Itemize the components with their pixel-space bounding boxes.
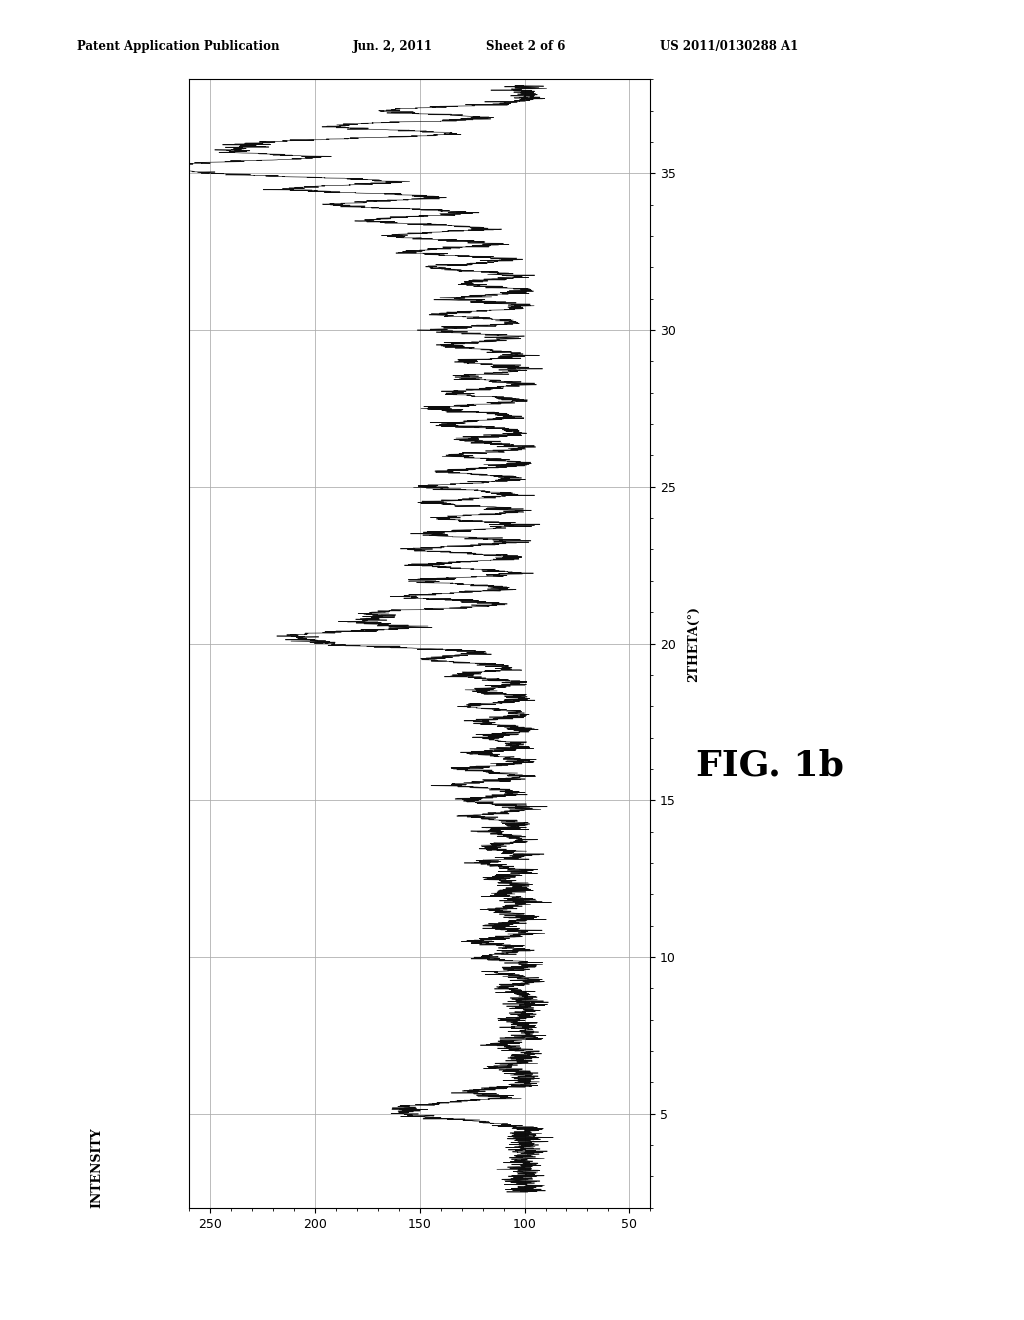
- Text: US 2011/0130288 A1: US 2011/0130288 A1: [660, 40, 799, 53]
- Text: Sheet 2 of 6: Sheet 2 of 6: [486, 40, 566, 53]
- Text: Patent Application Publication: Patent Application Publication: [77, 40, 280, 53]
- Text: Jun. 2, 2011: Jun. 2, 2011: [353, 40, 433, 53]
- Text: FIG. 1b: FIG. 1b: [696, 748, 844, 783]
- Y-axis label: 2THETA(°): 2THETA(°): [687, 606, 700, 681]
- Text: INTENSITY: INTENSITY: [91, 1127, 103, 1208]
